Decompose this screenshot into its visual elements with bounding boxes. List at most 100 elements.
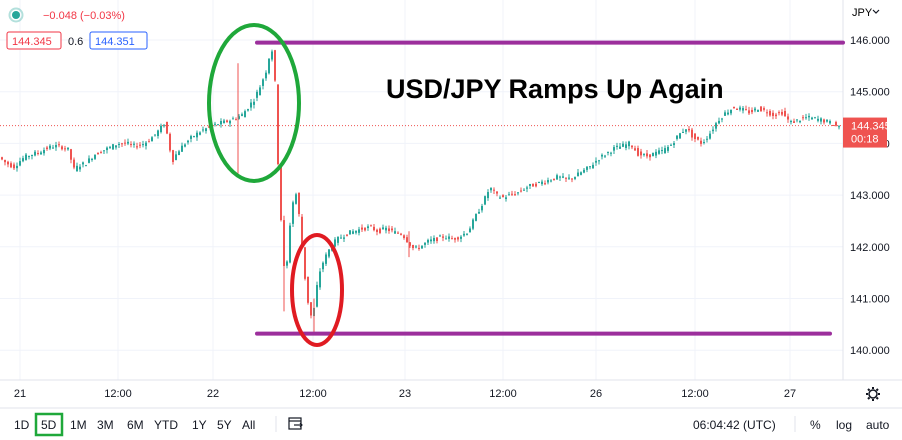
candle-body [274,50,276,81]
candle-body [367,226,369,229]
candle-body [799,120,801,123]
date-range-icon[interactable] [288,417,303,430]
candle-body [757,110,759,112]
candle-body [154,134,156,136]
candle-body [172,150,174,162]
candle-body [562,176,564,178]
candle-body [670,144,672,146]
candle-body [352,231,354,234]
candle-body [586,166,588,170]
candle-body [772,112,774,116]
candle-body [430,239,432,242]
y-tick-label: 146.000 [850,35,890,47]
candle-body [346,234,348,236]
range-button-5d[interactable]: 5D [41,418,57,432]
candle-body [796,119,798,121]
candle-body [148,141,150,143]
candle-body [427,239,429,243]
candle-body [802,117,804,119]
candle-body [541,181,543,185]
candle-body [64,148,66,150]
settings-gear-icon[interactable] [866,387,880,401]
candle-body [103,150,105,152]
candle-body [730,109,732,114]
candle-body [694,133,696,140]
candle-body [571,178,573,180]
candle-body [91,158,93,160]
range-button-3m[interactable]: 3M [97,418,114,432]
candle-body [436,237,438,242]
candle-body [439,235,441,237]
candle-body [112,144,114,150]
price-axis[interactable]: 146.000145.000144.000143.000142.000141.0… [850,35,890,357]
candle-body [520,190,522,192]
candle-body [187,140,189,143]
range-button-ytd[interactable]: YTD [154,418,178,432]
candle-body [505,197,507,200]
x-tick-label: 22 [207,388,219,400]
candle-body [490,187,492,191]
candle-body [481,205,483,211]
auto-toggle[interactable]: auto [866,418,890,432]
candle-body [97,152,99,155]
candle-body [325,254,327,264]
x-tick-label: 23 [399,388,411,400]
x-tick-label: 12:00 [681,388,709,400]
candle-body [82,162,84,165]
candle-body [46,147,48,150]
candle-body [769,111,771,116]
candle-body [403,235,405,239]
green-highlight-ellipse[interactable] [207,23,301,183]
candle-body [160,125,162,133]
range-button-5y[interactable]: 5Y [217,418,232,432]
candle-body [559,176,561,178]
candle-body [277,84,279,165]
last-price-tag: 144.345 00:18 [843,117,891,148]
candle-body [151,137,153,142]
range-button-6m[interactable]: 6M [127,418,144,432]
candle-body [688,128,690,131]
candle-body [343,237,345,239]
candle-body [634,148,636,151]
candle-body [139,144,141,146]
bid-box[interactable] [6,31,62,50]
market-status-ring-icon [8,7,24,23]
candle-body [259,87,261,96]
ask-box[interactable] [89,31,148,50]
red-highlight-ellipse[interactable] [290,233,344,347]
candle-body [202,129,204,131]
bid-price: 144.345 [12,36,52,48]
candle-body [37,153,39,155]
candle-body [250,102,252,108]
candle-body [631,145,633,148]
range-button-1m[interactable]: 1M [70,418,87,432]
candle-body [382,227,384,230]
candle-body [658,150,660,154]
y-tick-label: 141.000 [850,294,890,306]
range-button-all[interactable]: All [242,418,255,432]
candle-body [478,211,480,214]
candle-body [181,145,183,152]
utc-clock[interactable]: 06:04:42 (UTC) [693,418,776,432]
candle-body [298,192,300,215]
candle-body [808,115,810,118]
range-button-1y[interactable]: 1Y [192,418,207,432]
currency-label[interactable]: JPY [852,7,873,19]
x-tick-label: 12:00 [104,388,132,400]
range-button-1d[interactable]: 1D [14,418,30,432]
time-axis[interactable]: 21 12:00 22 12:00 23 12:00 26 12:00 27 [14,388,796,400]
candle-body [7,161,9,165]
candle-body [742,108,744,111]
candle-body [340,237,342,239]
percent-toggle[interactable]: % [810,418,821,432]
candle-body [445,238,447,240]
last-price-value: 144.345 [851,121,891,133]
chart-title[interactable]: USD/JPY Ramps Up Again [386,74,724,104]
candle-body [613,147,615,151]
candle-body [460,236,462,239]
log-toggle[interactable]: log [836,418,852,432]
currency-chevron-icon[interactable] [872,9,880,14]
y-tick-label: 145.000 [850,87,890,99]
x-tick-label: 12:00 [299,388,327,400]
